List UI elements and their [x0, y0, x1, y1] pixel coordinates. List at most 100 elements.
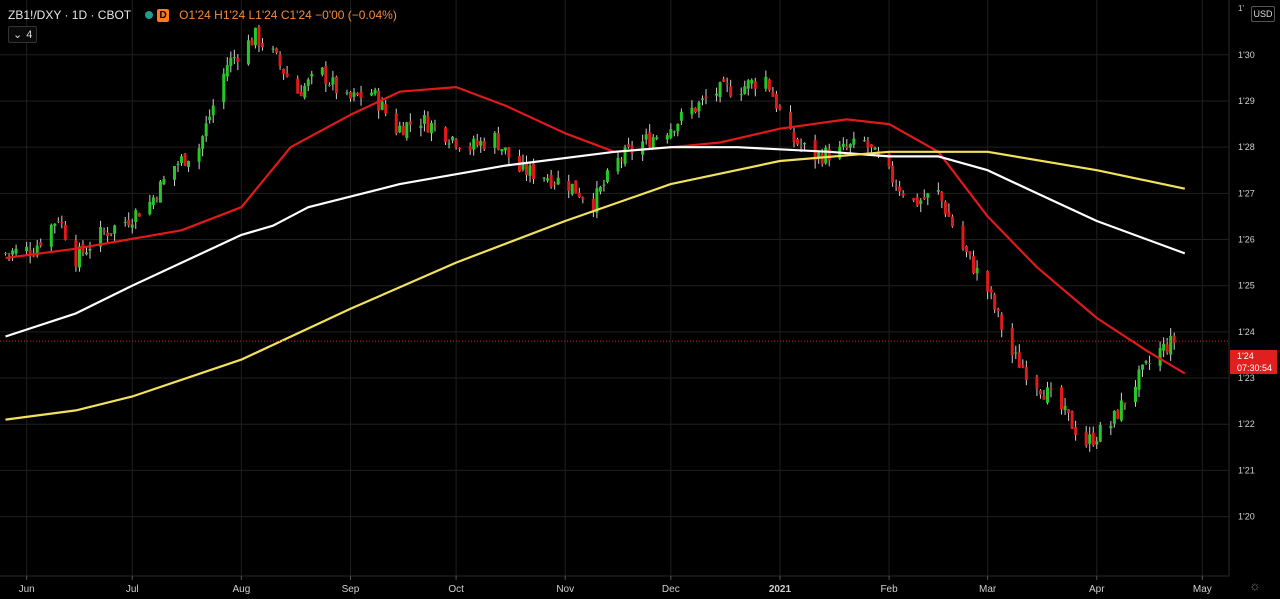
candle-down	[574, 180, 578, 194]
candle-up	[1095, 441, 1099, 445]
candle-down	[901, 193, 905, 196]
candle-down	[137, 213, 141, 217]
candle-up	[25, 246, 29, 252]
price-tick-label: 1'22	[1238, 419, 1255, 429]
candle-series	[4, 24, 1176, 452]
ohlc-values: O1'24 H1'24 L1'24 C1'24 −0'00 (−0.04%)	[179, 8, 397, 22]
candle-down	[922, 197, 926, 200]
candle-up	[53, 223, 57, 226]
price-axis[interactable]: 1'30 1'29 1'28 1'27 1'26 1'25 1'24 1'23 1'22 1'21…	[1238, 50, 1255, 522]
candle-up	[113, 225, 117, 234]
candle-up	[479, 141, 483, 146]
candle-down	[725, 83, 729, 85]
candle-down	[866, 140, 870, 148]
candle-down	[257, 26, 261, 46]
time-tick-label: Jul	[126, 584, 139, 595]
price-axis-top-tick: 1'	[1238, 4, 1244, 13]
candle-up	[616, 157, 620, 172]
candle-down	[433, 125, 437, 127]
candle-up	[429, 122, 433, 134]
candle-down	[1021, 364, 1025, 368]
candle-down	[63, 224, 67, 240]
candle-up	[824, 147, 828, 164]
candle-up	[380, 101, 384, 110]
candle-up	[975, 268, 979, 274]
candle-up	[623, 147, 627, 164]
candle-down	[940, 191, 944, 201]
candle-up	[602, 184, 606, 186]
candle-up	[229, 57, 233, 66]
candle-down	[183, 153, 187, 166]
candle-up	[936, 190, 940, 192]
candle-up	[1119, 400, 1123, 421]
time-tick-label: Oct	[448, 584, 464, 595]
candle-down	[359, 92, 363, 98]
candle-down	[796, 139, 800, 145]
interval-badge[interactable]: D	[157, 8, 170, 22]
candle-down	[820, 153, 824, 164]
candle-down	[278, 54, 282, 66]
candle-down	[1024, 367, 1028, 380]
candle-up	[919, 200, 923, 204]
candle-up	[422, 114, 426, 124]
candle-down	[845, 146, 849, 148]
candle-up	[503, 147, 507, 151]
candle-up	[803, 143, 807, 145]
candle-down	[496, 133, 500, 150]
candle-up	[405, 122, 409, 139]
price-tick-label: 1'27	[1238, 188, 1255, 198]
candle-down	[4, 252, 8, 254]
candle-up	[528, 165, 532, 176]
candle-up	[1169, 335, 1173, 355]
candle-up	[598, 186, 602, 192]
currency-button[interactable]: USD	[1251, 6, 1275, 22]
candle-up	[419, 125, 423, 129]
candle-up	[208, 116, 212, 121]
candle-down	[524, 163, 528, 176]
time-axis[interactable]: Jun Jul Aug Sep Oct Nov Dec 2021 Feb Mar Apr May	[19, 576, 1212, 595]
candle-down	[482, 141, 486, 150]
candle-up	[676, 123, 680, 132]
gear-icon[interactable]: ☼	[1249, 578, 1261, 593]
candle-down	[458, 148, 462, 150]
symbol-title[interactable]: ZB1!/DXY · 1D · CBOT	[8, 8, 132, 22]
candle-up	[521, 162, 525, 170]
candle-down	[348, 91, 352, 99]
candle-up	[176, 163, 180, 165]
candle-up	[35, 245, 39, 256]
candle-down	[722, 78, 726, 82]
candle-down	[74, 240, 78, 267]
candle-down	[898, 186, 902, 192]
candle-up	[204, 123, 208, 137]
candle-up	[211, 105, 215, 116]
candle-down	[972, 256, 976, 274]
candle-down	[408, 121, 412, 125]
candle-up	[1014, 352, 1018, 354]
change-value: −0'00 (−0.04%)	[315, 8, 397, 22]
candle-up	[49, 224, 53, 247]
candle-up	[1045, 387, 1049, 403]
candle-up	[701, 98, 705, 100]
market-status-icon	[145, 11, 154, 19]
candle-down	[32, 255, 36, 257]
candle-down	[549, 175, 553, 187]
candle-up	[84, 252, 88, 255]
candle-up	[644, 134, 648, 140]
candle-up	[651, 137, 655, 148]
last-price-tag: 1'24 07:30:54	[1230, 350, 1277, 374]
candle-down	[729, 86, 733, 97]
candle-down	[950, 216, 954, 227]
candle-down	[260, 43, 264, 48]
candle-down	[774, 93, 778, 109]
indicators-toggle-button[interactable]: ⌄ 4	[8, 26, 38, 43]
close-value: 1'24	[289, 8, 312, 22]
candle-up	[320, 67, 324, 75]
candle-up	[1063, 405, 1067, 411]
grid-lines	[0, 0, 1229, 576]
candle-up	[225, 65, 229, 77]
candle-down	[767, 79, 771, 91]
candle-down	[567, 181, 571, 191]
candle-up	[180, 156, 184, 163]
